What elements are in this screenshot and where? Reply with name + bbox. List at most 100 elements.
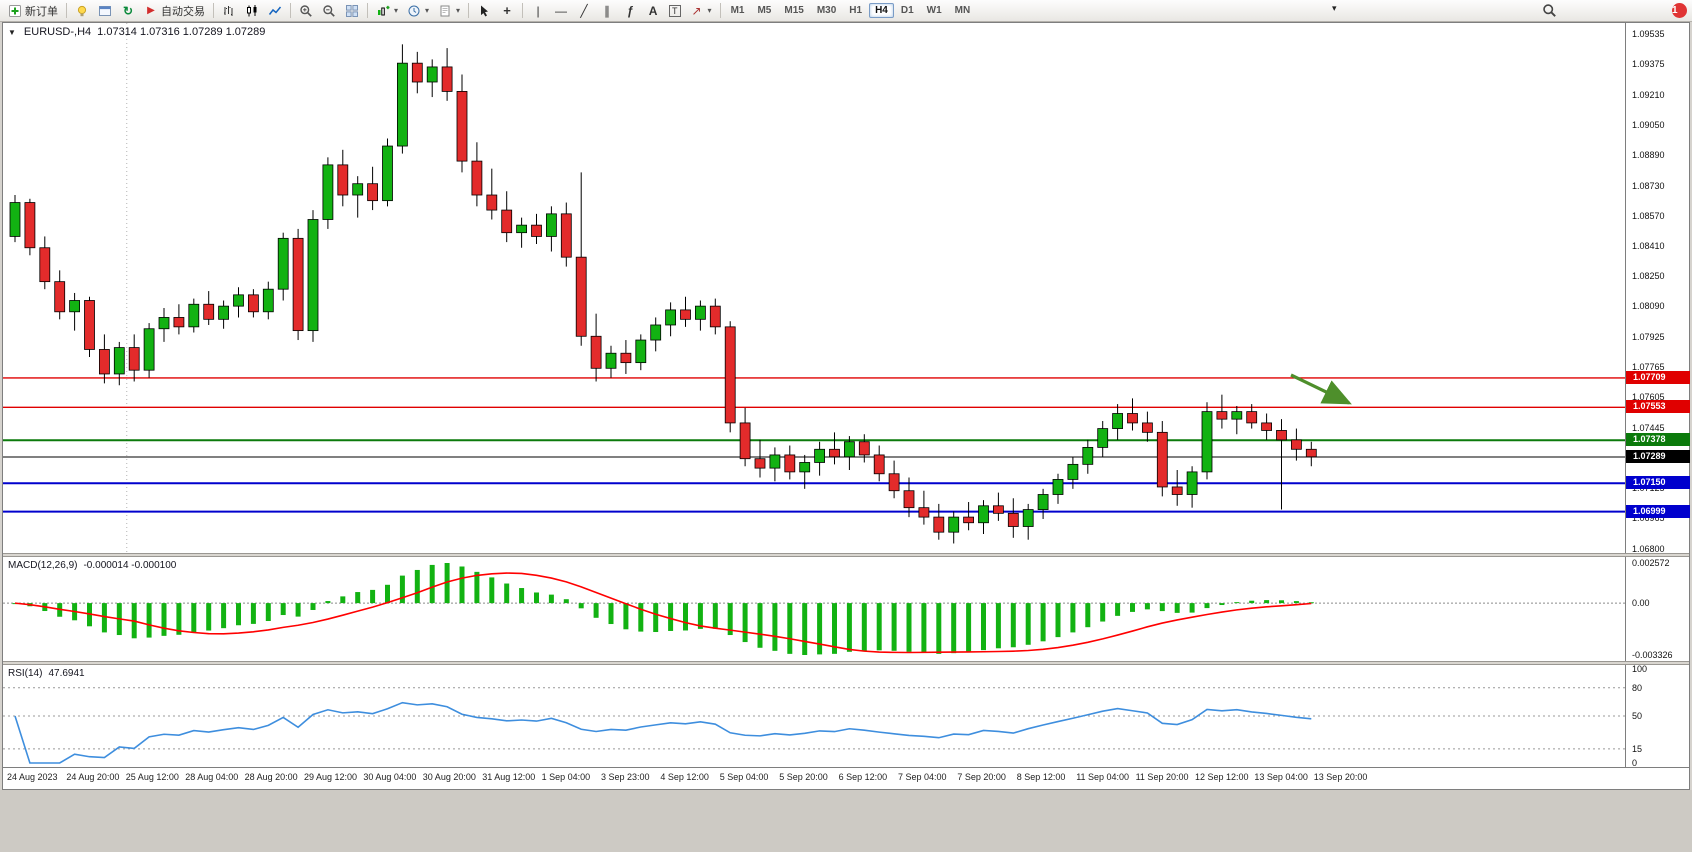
rsi-axis-label: 100 xyxy=(1632,664,1648,674)
candle xyxy=(337,149,349,207)
rsi-axis-label: 0 xyxy=(1632,758,1638,768)
price-chart[interactable] xyxy=(3,23,1625,553)
candle xyxy=(724,321,736,433)
profiles-button[interactable]: ▾ xyxy=(403,1,433,20)
arrow-annotation-object[interactable] xyxy=(1290,373,1352,405)
text-icon: A xyxy=(648,3,658,18)
candle xyxy=(680,296,691,327)
fibonacci-tool-button[interactable]: ƒ xyxy=(619,1,641,20)
price-level-tag: 1.07289 xyxy=(1626,450,1690,463)
line-chart-button[interactable] xyxy=(264,1,286,20)
time-axis-label: 25 Aug 12:00 xyxy=(125,772,179,782)
timeframe-button-m1[interactable]: M1 xyxy=(730,5,745,16)
candle xyxy=(277,232,289,301)
tile-windows-button[interactable] xyxy=(341,1,363,20)
candle xyxy=(1112,404,1123,440)
timeframe-button-h4[interactable]: H4 xyxy=(869,3,894,18)
zoom-out-button[interactable] xyxy=(318,1,340,20)
text-tool-button[interactable]: A xyxy=(642,1,664,20)
symbol-timeframe-label: EURUSD-,H4 xyxy=(23,26,92,38)
label-tool-button[interactable]: T xyxy=(665,1,685,20)
candle xyxy=(1022,503,1034,540)
candle xyxy=(262,281,274,320)
candle xyxy=(292,228,304,341)
candle xyxy=(158,308,170,342)
price-level-tag: 1.07553 xyxy=(1626,400,1690,414)
timeframe-button-m15[interactable]: M15 xyxy=(784,5,804,16)
refresh-button[interactable]: ↻ xyxy=(117,1,139,20)
crosshair-button[interactable]: + xyxy=(496,1,518,20)
candle xyxy=(560,202,572,267)
candle xyxy=(128,334,140,382)
candle xyxy=(784,445,796,480)
time-axis-label: 5 Sep 20:00 xyxy=(779,772,828,782)
candle xyxy=(993,492,1004,521)
new-chart-button[interactable]: ▾ xyxy=(372,1,402,20)
terminal-button[interactable] xyxy=(94,1,116,20)
candle xyxy=(1216,394,1228,429)
arrows-tool-button[interactable]: ↗ ▾ xyxy=(686,1,716,20)
zoom-in-button[interactable] xyxy=(295,1,317,20)
trendline-tool-button[interactable]: ╱ xyxy=(573,1,595,20)
rsi-label: RSI(14) xyxy=(8,668,43,679)
time-axis-label: 3 Sep 23:00 xyxy=(601,772,650,782)
candle xyxy=(233,287,244,318)
candle xyxy=(546,206,557,252)
metaeditor-button[interactable] xyxy=(71,1,93,20)
pane-splitter[interactable] xyxy=(3,661,1689,665)
candle xyxy=(501,191,513,243)
candle xyxy=(978,500,989,535)
candle xyxy=(739,407,751,467)
zoom-out-icon xyxy=(322,3,336,18)
channel-tool-button[interactable]: ∥ xyxy=(596,1,618,20)
tile-windows-icon xyxy=(345,3,359,18)
macd-panel-chart[interactable] xyxy=(3,557,1625,661)
time-axis-label: 11 Sep 20:00 xyxy=(1135,772,1189,782)
candle xyxy=(1052,473,1064,504)
candle xyxy=(829,432,840,465)
timeframe-button-m5[interactable]: M5 xyxy=(757,5,772,16)
price-axis[interactable]: 1.09535 1.09375 1.09210 1.09050 1.08890 1.087… xyxy=(1625,23,1690,768)
main-toolbar: 新订单 ↻ ▶ 自动交易 xyxy=(0,0,1692,22)
vertical-line-tool-button[interactable]: | xyxy=(527,1,549,20)
pane-splitter[interactable] xyxy=(3,553,1689,557)
chevron-down-icon: ▾ xyxy=(425,6,430,15)
candle xyxy=(382,138,393,207)
macd-axis-label: -0.003326 xyxy=(1632,650,1673,660)
timeframe-button-m30[interactable]: M30 xyxy=(816,5,837,16)
candle xyxy=(1037,488,1049,519)
toolbar-overflow-chevron[interactable]: ▾ xyxy=(1332,3,1337,13)
candlestick-chart-button[interactable] xyxy=(241,1,263,20)
search-button[interactable] xyxy=(1542,3,1557,18)
candle xyxy=(948,511,960,544)
notification-badge[interactable]: 1 xyxy=(1672,3,1687,18)
bar-chart-button[interactable] xyxy=(218,1,240,20)
horizontal-line-tool-button[interactable]: — xyxy=(550,1,572,20)
new-chart-icon xyxy=(376,3,390,18)
timeframe-button-h1[interactable]: H1 xyxy=(849,5,863,16)
time-axis-label: 11 Sep 04:00 xyxy=(1076,772,1130,782)
cursor-button[interactable] xyxy=(473,1,495,20)
candle xyxy=(307,210,319,342)
price-level-tag: 1.06999 xyxy=(1626,504,1690,518)
candle xyxy=(1231,405,1243,435)
collapse-chart-icon[interactable]: ▼ xyxy=(8,27,16,37)
timeframe-button-d1[interactable]: D1 xyxy=(900,5,914,16)
templates-button[interactable]: ▾ xyxy=(434,1,464,20)
rsi-panel-chart[interactable] xyxy=(3,665,1625,767)
time-axis[interactable]: 24 Aug 2023 24 Aug 20:00 25 Aug 12:00 28 Au… xyxy=(3,767,1689,789)
candle xyxy=(54,270,66,320)
autotrading-button[interactable]: ▶ 自动交易 xyxy=(140,1,209,20)
time-axis-label: 6 Sep 12:00 xyxy=(838,772,888,782)
candle xyxy=(188,298,200,333)
lightbulb-icon xyxy=(75,3,89,18)
time-axis-label: 24 Aug 20:00 xyxy=(66,772,120,782)
new-order-button[interactable]: 新订单 xyxy=(4,1,62,20)
candle xyxy=(1097,421,1109,457)
candle xyxy=(590,313,602,382)
timeframe-button-w1[interactable]: W1 xyxy=(926,5,942,16)
timeframe-button-mn[interactable]: MN xyxy=(954,5,971,16)
candle xyxy=(516,217,527,248)
search-icon xyxy=(1543,4,1556,17)
arrow-stamp-icon: ↗ xyxy=(691,3,702,18)
